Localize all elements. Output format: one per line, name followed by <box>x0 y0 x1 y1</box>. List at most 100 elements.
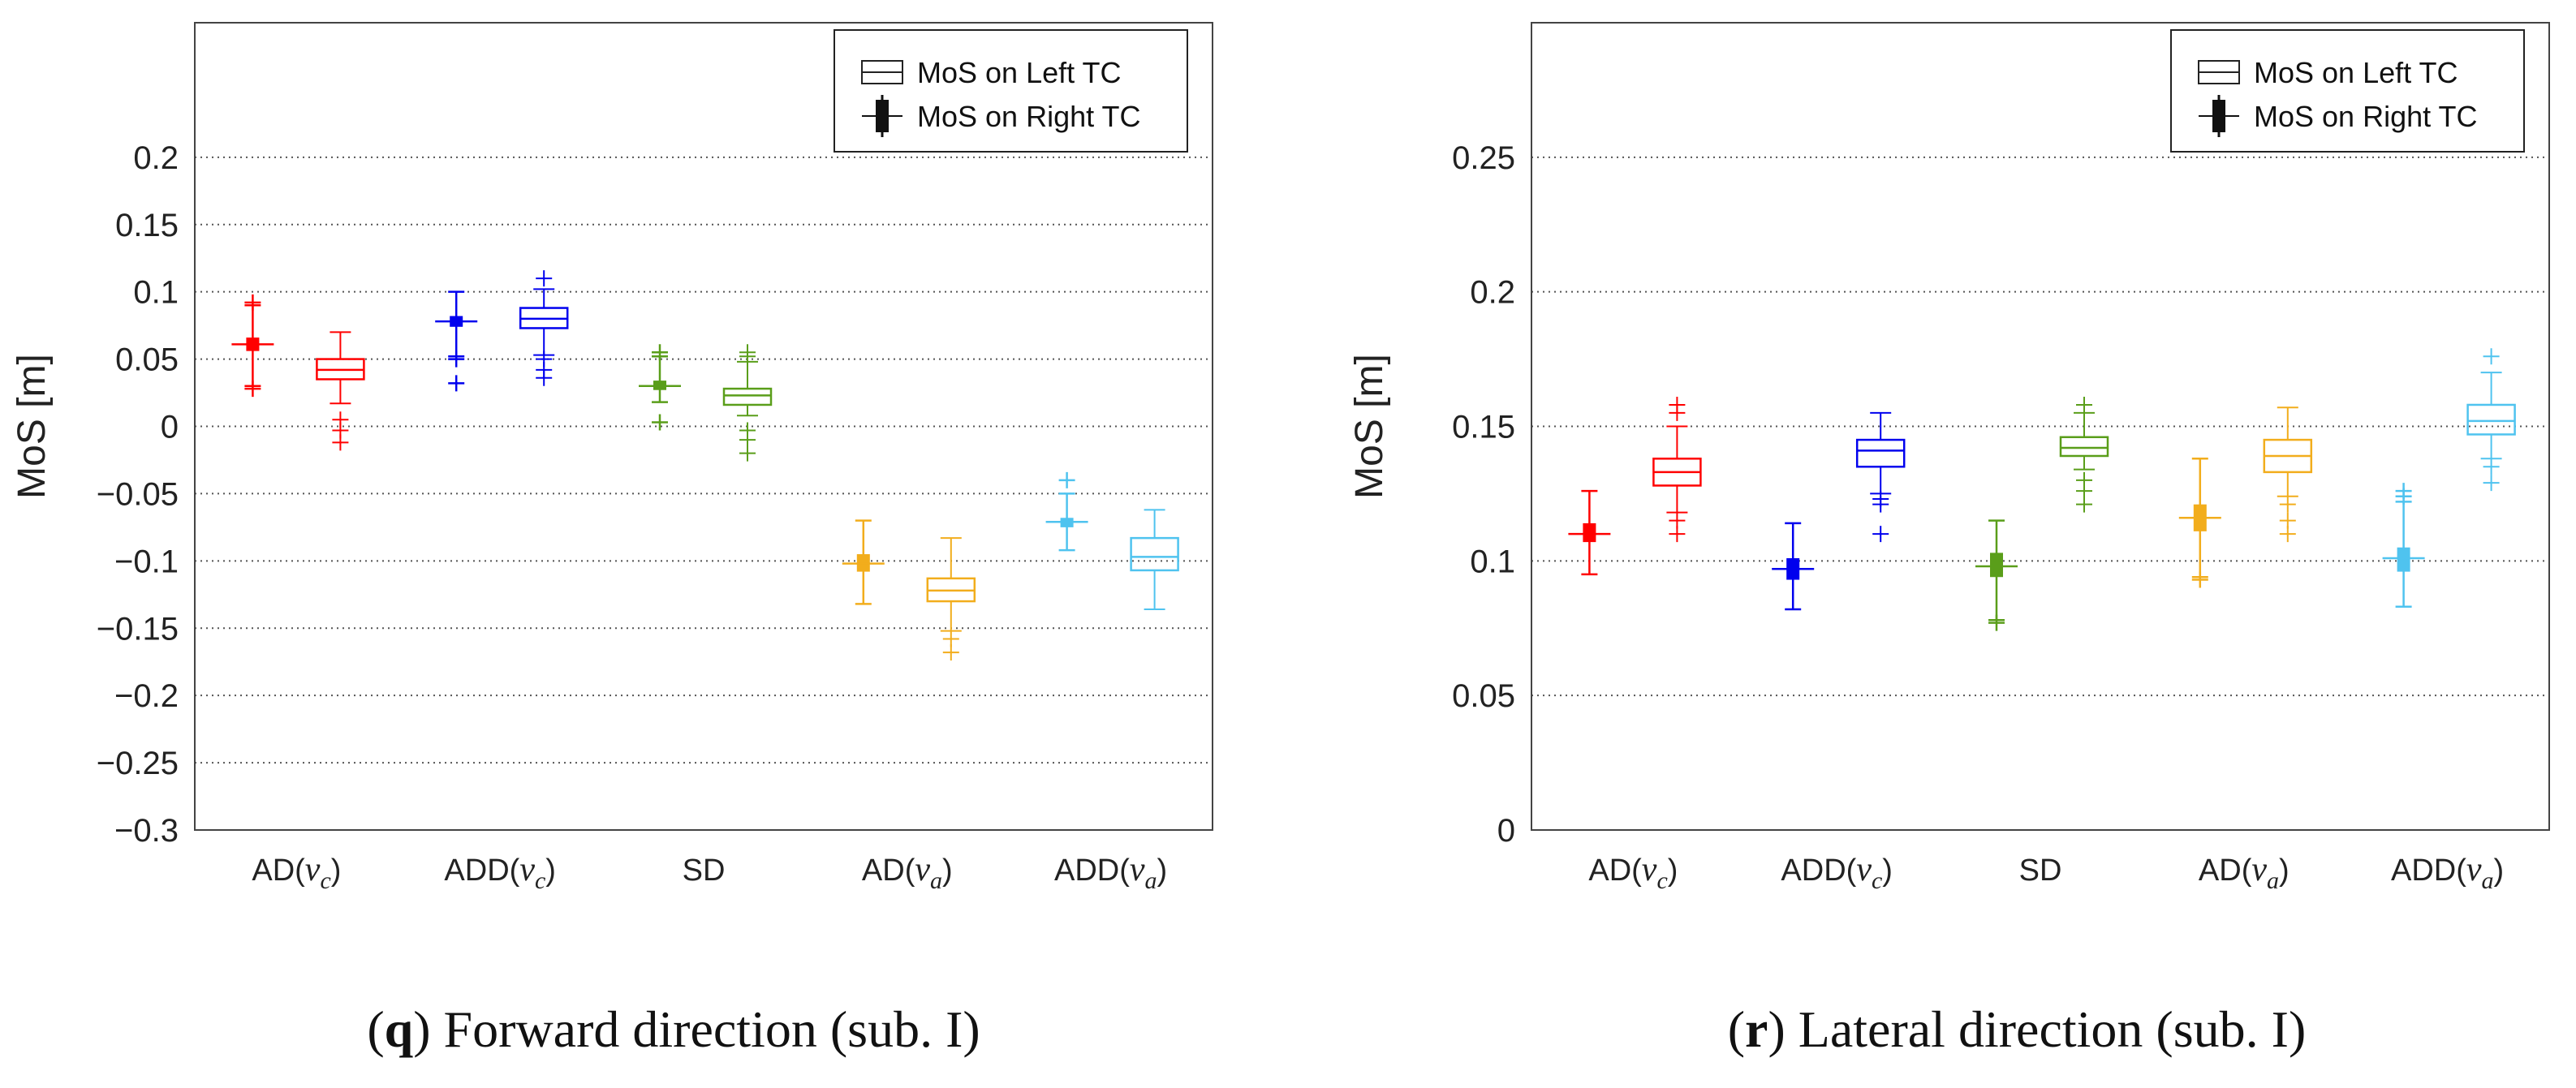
right-tc-box <box>1990 553 2003 578</box>
y-tick-label: −0.25 <box>97 746 179 781</box>
x-tick-label-subscript: a <box>930 867 942 894</box>
x-tick-label-suffix: ) <box>1157 854 1168 888</box>
x-tick-label-variable: v <box>1856 851 1872 888</box>
x-tick-label-prefix: ADD( <box>444 854 519 888</box>
y-tick-label: 0.2 <box>1470 275 1515 311</box>
x-tick-label-prefix: AD( <box>2199 854 2252 888</box>
box-group <box>2178 406 2313 588</box>
x-tick-label-variable: v <box>1642 851 1657 888</box>
left-tc-outlier <box>1669 404 1686 421</box>
x-tick-label-subscript: c <box>320 867 330 894</box>
y-tick-label: 0.2 <box>133 140 179 176</box>
figure-caption: (r) Lateral direction (sub. I) <box>1728 1000 2307 1058</box>
caption-close-paren: ) <box>413 1000 443 1058</box>
x-tick-label-suffix: ) <box>1668 854 1678 888</box>
right-tc-outlier <box>2395 488 2412 505</box>
x-tick-label: ADD(vc) <box>444 851 556 894</box>
caption-text: Lateral direction (sub. I) <box>1798 1000 2307 1058</box>
left-tc-outlier <box>1669 526 1686 543</box>
x-tick-label-variable: v <box>519 851 535 888</box>
x-tick-label-subscript: a <box>2267 867 2279 894</box>
left-tc-box <box>2466 403 2516 436</box>
box-group <box>231 294 365 451</box>
left-tc-outlier <box>942 644 959 661</box>
x-tick-label-prefix: AD( <box>1588 854 1642 888</box>
box-group <box>1045 471 1179 611</box>
right-tc-outlier <box>1058 471 1075 488</box>
y-tick-label: −0.3 <box>114 813 179 849</box>
x-tick-label-suffix: ) <box>942 854 953 888</box>
legend-entry-right-tc: MoS on Right TC <box>917 100 1140 133</box>
x-tick-label: AD(va) <box>2199 851 2290 894</box>
x-tick-label: AD(vc) <box>1588 851 1678 894</box>
x-tick-label-subscript: a <box>1145 867 1157 894</box>
y-tick-label: 0.15 <box>1452 410 1515 445</box>
left-tc-outlier <box>739 344 756 361</box>
caption-panel-letter: r <box>1745 1000 1768 1058</box>
x-tick-label-subscript: c <box>1656 867 1667 894</box>
x-tick-label: AD(va) <box>862 851 953 894</box>
y-tick-label: −0.05 <box>97 476 179 512</box>
x-tick-label-subscript: a <box>2482 867 2494 894</box>
x-tick-label: ADD(va) <box>1054 851 1167 894</box>
y-tick-label: 0 <box>161 410 179 445</box>
x-tick-label-variable: v <box>2466 851 2482 888</box>
x-tick-label-variable: v <box>915 851 930 888</box>
x-tick-label-suffix: ) <box>2494 854 2505 888</box>
legend: MoS on Left TC MoS on Right TC <box>2170 29 2525 153</box>
right-tc-box <box>2397 547 2410 572</box>
right-tc-outlier <box>652 344 668 361</box>
legend-box <box>2170 29 2525 153</box>
legend: MoS on Left TC MoS on Right TC <box>834 29 1188 153</box>
box-group <box>1975 396 2109 631</box>
legend-entry-left-tc: MoS on Left TC <box>2254 56 2458 89</box>
left-tc-outlier <box>1872 526 1889 543</box>
axes-frame <box>1531 22 2550 831</box>
x-tick-label-variable: v <box>1130 851 1145 888</box>
y-axis-label: MoS [m] <box>11 354 54 499</box>
right-tc-outlier <box>448 350 465 368</box>
caption-text: Forward direction (sub. I) <box>444 1000 980 1058</box>
left-tc-box <box>1130 536 1179 572</box>
left-tc-outlier <box>2076 396 2092 413</box>
right-tc-outlier <box>2191 571 2208 588</box>
x-tick-label-prefix: SD <box>2019 854 2062 888</box>
caption-open-paren: ( <box>1728 1000 1745 1058</box>
y-axis-label: MoS [m] <box>1348 354 1391 499</box>
box-group <box>842 519 976 661</box>
caption-panel-letter: q <box>385 1000 414 1058</box>
right-tc-outlier <box>244 381 261 398</box>
y-tick-label: 0.05 <box>115 342 179 378</box>
figure-caption: (q) Forward direction (sub. I) <box>367 1000 980 1058</box>
legend-entry-left-tc: MoS on Left TC <box>917 56 1121 89</box>
left-tc-outlier <box>536 369 553 386</box>
axes-frame <box>194 22 1213 831</box>
left-tc-outlier <box>332 434 349 451</box>
right-tc-outlier <box>1988 614 2005 631</box>
left-tc-outlier <box>2279 526 2296 543</box>
right-tc-box <box>1583 522 1596 543</box>
x-tick-label-prefix: AD( <box>252 854 305 888</box>
left-tc-outlier <box>2483 458 2500 475</box>
y-tick-label: 0.05 <box>1452 678 1515 714</box>
y-tick-label: 0.1 <box>1470 544 1515 579</box>
x-tick-label-suffix: ) <box>2279 854 2290 888</box>
x-tick-label-suffix: ) <box>331 854 342 888</box>
box-group <box>2382 348 2516 608</box>
x-tick-label-variable: v <box>305 851 321 888</box>
left-tc-outlier <box>2483 348 2500 365</box>
left-tc-outlier <box>2483 475 2500 492</box>
x-tick-label-prefix: SD <box>683 854 726 888</box>
x-tick-label-prefix: ADD( <box>1054 854 1130 888</box>
left-tc-box <box>722 387 773 406</box>
x-tick-label-variable: v <box>2251 851 2267 888</box>
x-tick-label: SD <box>683 854 726 888</box>
y-tick-label: −0.15 <box>97 611 179 647</box>
x-tick-label: SD <box>2019 854 2062 888</box>
x-tick-label: ADD(va) <box>2391 851 2504 894</box>
caption-open-paren: ( <box>367 1000 384 1058</box>
left-tc-box <box>1855 438 1906 468</box>
x-tick-label-suffix: ) <box>545 854 556 888</box>
